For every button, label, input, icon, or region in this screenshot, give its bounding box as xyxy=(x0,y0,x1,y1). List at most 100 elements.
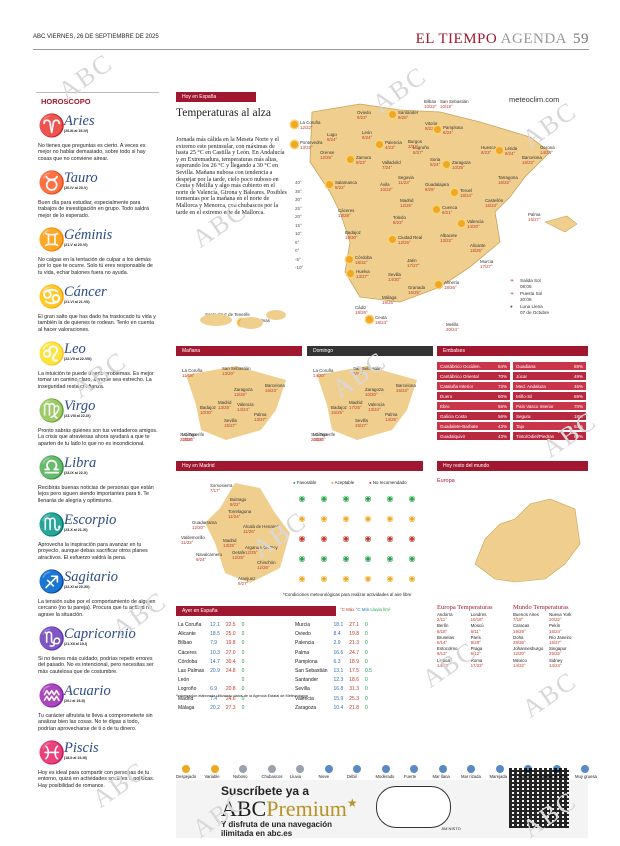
city-forecast: Cáceres 13/28° xyxy=(338,208,354,218)
max-temp: 27.3 xyxy=(225,704,236,711)
city-forecast: Lugo 9/24° xyxy=(327,132,337,142)
city-name: Madrid xyxy=(400,198,414,203)
activity-icon: ◉ xyxy=(364,514,372,523)
max-temp: 22.5 xyxy=(225,622,236,628)
city-name: Río Janeiro xyxy=(549,634,572,640)
city-name: San Sebastián xyxy=(353,366,382,371)
city-forecast: Barcelona 16/23° xyxy=(396,383,416,393)
sign-dates: (20-III al 19-IV) xyxy=(64,129,89,133)
city-forecast: Guadarrama 12/20° xyxy=(192,520,217,530)
city-name: La Coruña xyxy=(178,622,202,628)
city-temp: 13/28° xyxy=(338,213,351,218)
city-forecast: La Coruña 12/22° xyxy=(291,120,321,130)
city-name: Buitrago xyxy=(230,497,247,502)
reservoir-name: Duero xyxy=(437,392,489,400)
city-temp: 11/26° xyxy=(243,529,256,534)
activity-icon: ◉ xyxy=(364,534,372,543)
city-forecast: Barcelona 16/23° xyxy=(265,383,285,393)
city-temp: 12/22° xyxy=(300,125,313,130)
rain-value: 0 xyxy=(241,649,245,656)
city-forecast: Guadalajara 8/25° xyxy=(425,182,449,192)
city-name: Aranjuez xyxy=(238,576,256,581)
city-forecast: S.C.Tenerife 20/26° xyxy=(311,432,335,442)
world-city: Nueva York 20/22° xyxy=(549,612,585,622)
yesterday-headers: °C Máx °C Mín Lluvia l/m² xyxy=(340,607,390,613)
activity-icon: ◉ xyxy=(342,534,350,543)
max-temp xyxy=(226,677,240,684)
horoscope-sign: ♐ Sagitario (22-XI al 20-XII) La tensión su… xyxy=(36,570,159,627)
sun-icon xyxy=(435,281,442,288)
sign-text: Hoy es ideal para compartir con personas… xyxy=(38,770,155,789)
reservoir-name: Júcar xyxy=(513,372,565,380)
min-temp: 15.9 xyxy=(333,695,344,702)
city-temp: 8/23° xyxy=(481,150,492,155)
city-forecast: Palma 15/27° xyxy=(528,212,541,222)
reservoir-name: Segura xyxy=(513,412,565,420)
city-forecast: Alicante 18/25° xyxy=(470,243,486,253)
rain-value: 0 xyxy=(241,668,245,675)
rain-value: 0 xyxy=(241,695,245,702)
city-name: Pamplona xyxy=(295,658,318,665)
reservoir-level: 64% xyxy=(489,362,510,370)
legend-label: Aceptable xyxy=(334,480,355,485)
rain-value: 0.5 xyxy=(365,668,372,675)
zodiac-icon: ♉ xyxy=(38,170,66,195)
table-row: Madrid 7.4 24.6 0 xyxy=(178,696,248,703)
city-name: Oviedo xyxy=(357,110,371,115)
city-temp: 14/24° xyxy=(540,150,553,155)
table-row: Palencia 2.9 21.3 0 xyxy=(295,640,376,647)
city-name: Zaragoza xyxy=(234,387,253,392)
activity-icon: ◉ xyxy=(342,554,350,563)
city-temp: 12/26° xyxy=(234,392,247,397)
min-temp: 6.3 xyxy=(333,658,341,665)
zodiac-icon: ♋ xyxy=(38,284,66,309)
city-name: Palma xyxy=(295,649,310,656)
city-temp: 2/11° xyxy=(437,617,447,623)
sun-icon xyxy=(434,126,441,133)
city-temp: 9/20° xyxy=(470,640,481,646)
horoscope-sign: ♉ Tauro (20-IV al 20-V) Buen día para estud… xyxy=(36,171,159,228)
promo-line3: ilimitada en abc.es xyxy=(221,829,293,838)
city-name: Orense xyxy=(320,150,335,155)
city-temp: 17/23° xyxy=(470,662,484,668)
city-name: Murcia xyxy=(480,259,494,264)
city-name: Pamplona xyxy=(443,125,463,130)
world-city: Río Janeiro 15/27° xyxy=(549,635,585,645)
city-name: Málaga xyxy=(178,704,195,711)
zodiac-icon: ♈ xyxy=(38,113,66,138)
city-name: Lugo xyxy=(327,132,337,137)
city-name: Chinchón xyxy=(257,560,276,565)
legend-label: No recomendado xyxy=(372,480,407,485)
city-forecast: Zamora 9/23° xyxy=(347,155,371,165)
city-name: Santa Cruz de Tenerife xyxy=(205,312,250,317)
city-name: Huelva xyxy=(356,269,370,274)
city-temp: 10/22° xyxy=(424,104,437,109)
city-name: Madrid xyxy=(218,400,232,405)
city-temp: 13/25° xyxy=(218,405,231,410)
city-temp: 12/20° xyxy=(192,525,205,530)
scale-tick: 35° xyxy=(295,188,302,194)
activity-icon: ◉ xyxy=(298,514,306,523)
city-forecast: Buitrago 9/22° xyxy=(230,497,246,507)
madrid-note: *Condiciones meteorológicas para realiza… xyxy=(283,592,412,597)
table-row: Valencia 15.9 25.3 0 xyxy=(295,696,376,703)
city-name: Zaragoza xyxy=(295,704,317,711)
city-name: Roma xyxy=(470,657,483,663)
city-forecast: Bilbao 10/22° xyxy=(424,99,437,109)
reservoir-name: Guadalete-Barbate xyxy=(437,422,489,430)
reservoir-level: 49% xyxy=(565,372,586,380)
reservoir-level: 63% xyxy=(565,422,586,430)
activity-icon: ◉ xyxy=(386,494,394,503)
reservoir-name: Guadiana xyxy=(513,362,565,370)
sign-text: La tensión sube por el comportamiento de… xyxy=(38,599,156,618)
rain-value: 0 xyxy=(365,622,368,628)
qr-code[interactable] xyxy=(509,768,569,828)
legend-dot-icon: ● xyxy=(331,480,335,485)
city-name: Cáceres xyxy=(178,649,197,656)
city-temp: 10/25° xyxy=(452,165,465,170)
city-name: Segovia xyxy=(398,175,414,180)
max-temp: 24.7 xyxy=(349,649,359,656)
city-name: Valencia xyxy=(295,695,314,702)
city-temp: 16/22° xyxy=(498,180,511,185)
city-name: Soria xyxy=(430,157,441,162)
